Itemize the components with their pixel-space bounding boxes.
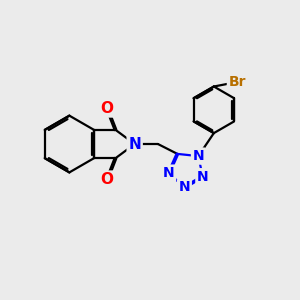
Text: O: O xyxy=(100,172,114,187)
Text: N: N xyxy=(163,166,175,180)
Text: N: N xyxy=(193,149,204,163)
Text: Br: Br xyxy=(228,75,246,89)
Text: O: O xyxy=(100,101,114,116)
Text: N: N xyxy=(178,180,190,194)
Text: N: N xyxy=(197,170,208,184)
Text: N: N xyxy=(128,136,141,152)
